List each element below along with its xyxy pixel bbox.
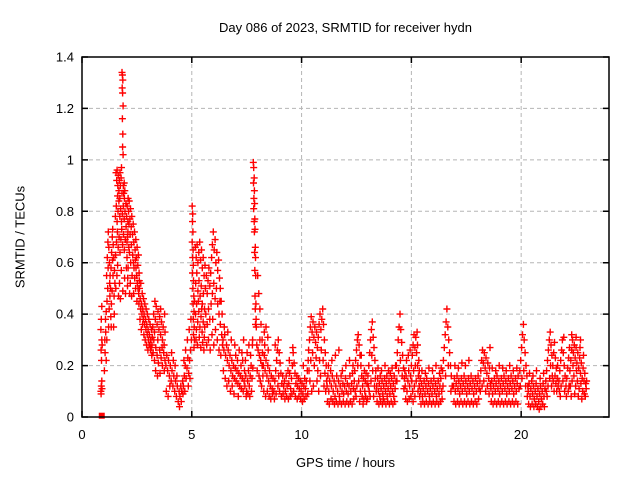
y-tick-label: 1 [67, 152, 74, 167]
y-tick-label: 0.6 [56, 255, 74, 270]
x-axis-label: GPS time / hours [296, 455, 395, 470]
x-tick-label: 10 [294, 427, 308, 442]
y-tick-label: 0.8 [56, 204, 74, 219]
scatter-point-square [98, 412, 105, 419]
y-tick-label: 0.4 [56, 307, 74, 322]
x-tick-label: 0 [78, 427, 85, 442]
x-tick-label: 15 [404, 427, 418, 442]
y-tick-label: 1.4 [56, 50, 74, 65]
y-tick-label: 1.2 [56, 101, 74, 116]
y-tick-label: 0 [67, 410, 74, 425]
y-tick-label: 0.2 [56, 358, 74, 373]
plot-border [81, 56, 610, 418]
chart-title: Day 086 of 2023, SRMTID for receiver hyd… [219, 20, 472, 35]
scatter-points-plus [97, 68, 591, 413]
x-tick-label: 5 [188, 427, 195, 442]
x-tick-label: 20 [514, 427, 528, 442]
